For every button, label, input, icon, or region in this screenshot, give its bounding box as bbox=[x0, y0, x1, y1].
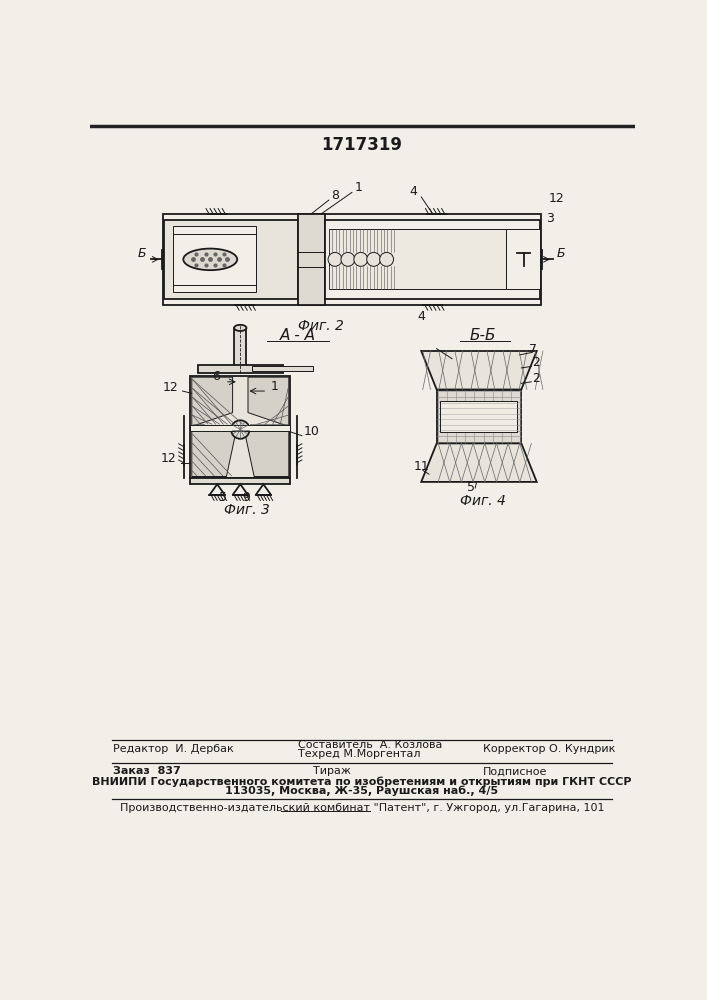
Text: Фиг. 2: Фиг. 2 bbox=[298, 319, 344, 333]
Text: 12: 12 bbox=[163, 381, 179, 394]
Bar bbox=[506, 229, 540, 289]
Text: Заказ  837: Заказ 837 bbox=[113, 766, 181, 776]
Circle shape bbox=[341, 252, 355, 266]
Text: 9: 9 bbox=[243, 491, 250, 504]
Bar bbox=[164, 220, 298, 299]
Bar bbox=[173, 226, 256, 292]
Circle shape bbox=[231, 420, 250, 439]
Text: 5: 5 bbox=[467, 481, 475, 494]
Circle shape bbox=[354, 252, 368, 266]
Text: Тираж: Тираж bbox=[313, 766, 351, 776]
Text: 4: 4 bbox=[409, 185, 418, 198]
Bar bbox=[440, 401, 518, 432]
Circle shape bbox=[328, 252, 342, 266]
Bar bbox=[190, 428, 291, 478]
Text: Фиг. 3: Фиг. 3 bbox=[223, 503, 269, 517]
Text: Техред М.Моргентал: Техред М.Моргентал bbox=[298, 749, 421, 759]
Text: 4: 4 bbox=[417, 310, 425, 323]
Bar bbox=[190, 376, 291, 428]
Bar bbox=[437, 389, 521, 443]
Polygon shape bbox=[421, 351, 537, 389]
Text: Б-Б: Б-Б bbox=[469, 328, 496, 343]
Circle shape bbox=[380, 252, 394, 266]
Text: 113035, Москва, Ж-35, Раушская наб., 4/5: 113035, Москва, Ж-35, Раушская наб., 4/5 bbox=[226, 785, 498, 796]
Polygon shape bbox=[192, 430, 236, 477]
Circle shape bbox=[367, 252, 380, 266]
Bar bbox=[198, 365, 283, 373]
Polygon shape bbox=[248, 377, 288, 426]
Text: Б: Б bbox=[556, 247, 565, 260]
Text: А - А: А - А bbox=[280, 328, 316, 343]
Text: 2: 2 bbox=[532, 356, 540, 369]
Text: Фиг. 4: Фиг. 4 bbox=[460, 494, 506, 508]
Polygon shape bbox=[244, 430, 288, 477]
Text: 11: 11 bbox=[414, 460, 429, 473]
Bar bbox=[298, 214, 325, 305]
Bar bbox=[329, 229, 506, 289]
Polygon shape bbox=[421, 443, 537, 482]
Text: 1717319: 1717319 bbox=[322, 136, 402, 154]
Bar bbox=[234, 328, 247, 366]
Text: 2: 2 bbox=[532, 372, 540, 385]
Bar bbox=[325, 220, 540, 299]
Text: 8: 8 bbox=[331, 189, 339, 202]
Text: 1: 1 bbox=[271, 379, 279, 392]
Text: Составитель  А. Козлова: Составитель А. Козлова bbox=[298, 740, 443, 750]
Bar bbox=[163, 214, 541, 305]
Text: 1: 1 bbox=[354, 181, 362, 194]
Text: Редактор  И. Дербак: Редактор И. Дербак bbox=[113, 744, 234, 754]
Text: 5: 5 bbox=[219, 491, 228, 504]
Text: 12: 12 bbox=[549, 192, 564, 205]
Ellipse shape bbox=[234, 325, 247, 331]
Polygon shape bbox=[192, 377, 233, 426]
Bar bbox=[190, 478, 291, 484]
Text: 3: 3 bbox=[546, 212, 554, 225]
Text: Подписное: Подписное bbox=[483, 766, 547, 776]
Text: Корректор О. Кундрик: Корректор О. Кундрик bbox=[483, 744, 615, 754]
Bar bbox=[252, 366, 313, 371]
Text: 12: 12 bbox=[160, 452, 177, 465]
Text: 10: 10 bbox=[303, 425, 320, 438]
Text: 6: 6 bbox=[211, 370, 220, 383]
Text: ВНИИПИ Государственного комитета по изобретениям и открытиям при ГКНТ СССР: ВНИИПИ Государственного комитета по изоб… bbox=[92, 776, 631, 787]
Text: Производственно-издательский комбинат "Патент", г. Ужгород, ул.Гагарина, 101: Производственно-издательский комбинат "П… bbox=[119, 803, 604, 813]
Ellipse shape bbox=[183, 249, 238, 270]
Text: Б: Б bbox=[137, 247, 146, 260]
Text: 7: 7 bbox=[529, 343, 537, 356]
Bar bbox=[190, 425, 291, 431]
